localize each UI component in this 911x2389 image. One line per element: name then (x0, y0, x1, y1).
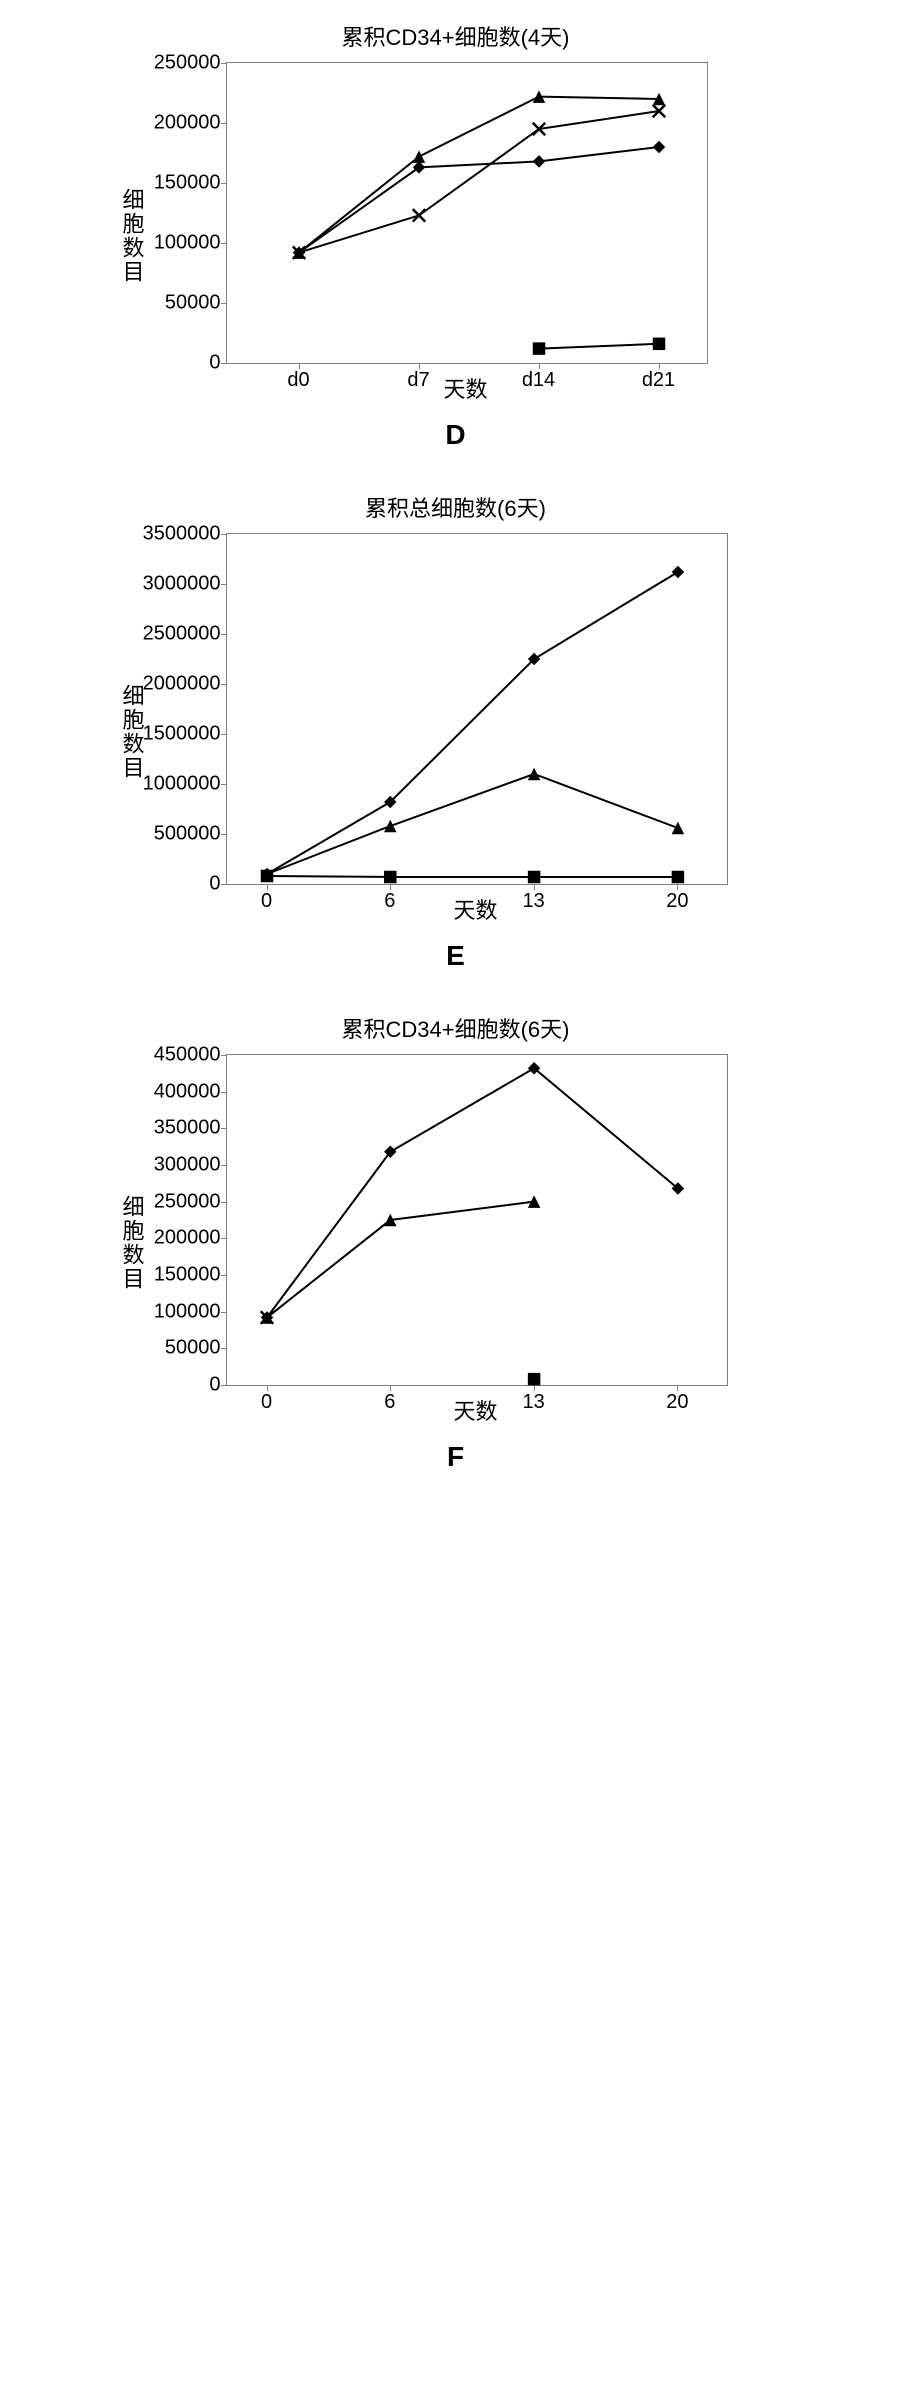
y-tick-label: 250000 (154, 1190, 227, 1213)
y-tick-label: 250000 (154, 52, 227, 75)
panel-label: F (106, 1441, 806, 1473)
y-tick-label: 0 (209, 873, 226, 896)
y-tick-label: 350000 (154, 1117, 227, 1140)
x-tick-label: 6 (384, 884, 395, 913)
y-tick-label: 400000 (154, 1080, 227, 1103)
y-tick-label: 100000 (154, 1300, 227, 1323)
y-axis-label: 细胞数目 (116, 188, 148, 284)
y-axis-label: 细胞数目 (116, 1195, 148, 1291)
y-tick-label: 200000 (154, 1227, 227, 1250)
series-svg (227, 1055, 727, 1385)
chart-title: 累积CD34+细胞数(4天) (106, 20, 806, 52)
x-tick-label: 20 (666, 884, 688, 913)
y-tick-label: 150000 (154, 172, 227, 195)
panel-label: D (106, 419, 806, 451)
y-tick-label: 50000 (165, 1337, 227, 1360)
chart-F: 累积CD34+细胞数(6天) 细胞数目 05000010000015000020… (106, 1012, 806, 1473)
y-tick-label: 0 (209, 352, 226, 375)
x-tick-label: d14 (522, 363, 555, 392)
y-tick-label: 50000 (165, 292, 227, 315)
series-svg (227, 63, 707, 363)
y-tick-label: 2500000 (143, 623, 227, 646)
x-axis-label: 天数 (226, 1394, 726, 1426)
y-tick-label: 200000 (154, 112, 227, 135)
charts-container: 累积CD34+细胞数(4天) 细胞数目 05000010000015000020… (0, 20, 911, 1473)
plot-area: 0500000100000015000002000000250000030000… (226, 533, 728, 885)
x-tick-label: 20 (666, 1385, 688, 1414)
x-tick-label: d7 (407, 363, 429, 392)
series-svg (227, 534, 727, 884)
chart-title: 累积总细胞数(6天) (106, 491, 806, 523)
x-tick-label: d0 (287, 363, 309, 392)
panel-label: E (106, 940, 806, 972)
y-tick-label: 100000 (154, 232, 227, 255)
x-tick-label: d21 (642, 363, 675, 392)
y-tick-label: 3500000 (143, 523, 227, 546)
x-tick-label: 0 (261, 884, 272, 913)
y-tick-label: 3000000 (143, 573, 227, 596)
x-tick-label: 13 (522, 1385, 544, 1414)
y-tick-label: 1000000 (143, 773, 227, 796)
chart-E: 累积总细胞数(6天) 细胞数目 050000010000001500000200… (106, 491, 806, 972)
y-tick-label: 450000 (154, 1044, 227, 1067)
x-tick-label: 13 (522, 884, 544, 913)
chart-title: 累积CD34+细胞数(6天) (106, 1012, 806, 1044)
plot-area: 0500001000001500002000002500003000003500… (226, 1054, 728, 1386)
plot-area: 050000100000150000200000250000 d0d7d14d2… (226, 62, 708, 364)
y-tick-label: 0 (209, 1374, 226, 1397)
x-axis-label: 天数 (226, 893, 726, 925)
y-tick-label: 2000000 (143, 673, 227, 696)
y-tick-label: 300000 (154, 1154, 227, 1177)
x-tick-label: 0 (261, 1385, 272, 1414)
chart-D: 累积CD34+细胞数(4天) 细胞数目 05000010000015000020… (106, 20, 806, 451)
y-tick-label: 150000 (154, 1264, 227, 1287)
y-tick-label: 1500000 (143, 723, 227, 746)
x-tick-label: 6 (384, 1385, 395, 1414)
y-tick-label: 500000 (154, 823, 227, 846)
